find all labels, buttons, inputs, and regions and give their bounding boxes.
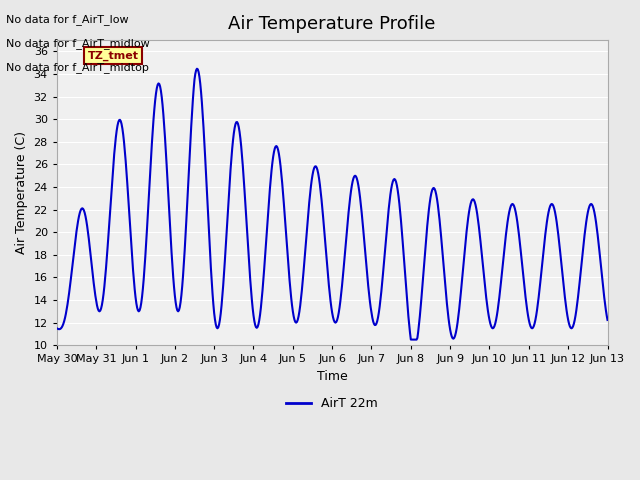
X-axis label: Time: Time (317, 370, 348, 383)
Text: No data for f_AirT_midtop: No data for f_AirT_midtop (6, 62, 149, 73)
Title: Air Temperature Profile: Air Temperature Profile (228, 15, 436, 33)
Text: TZ_tmet: TZ_tmet (88, 50, 138, 60)
Y-axis label: Air Temperature (C): Air Temperature (C) (15, 131, 28, 254)
Text: No data for f_AirT_low: No data for f_AirT_low (6, 14, 129, 25)
Text: No data for f_AirT_midlow: No data for f_AirT_midlow (6, 38, 150, 49)
Legend: AirT 22m: AirT 22m (282, 392, 383, 415)
